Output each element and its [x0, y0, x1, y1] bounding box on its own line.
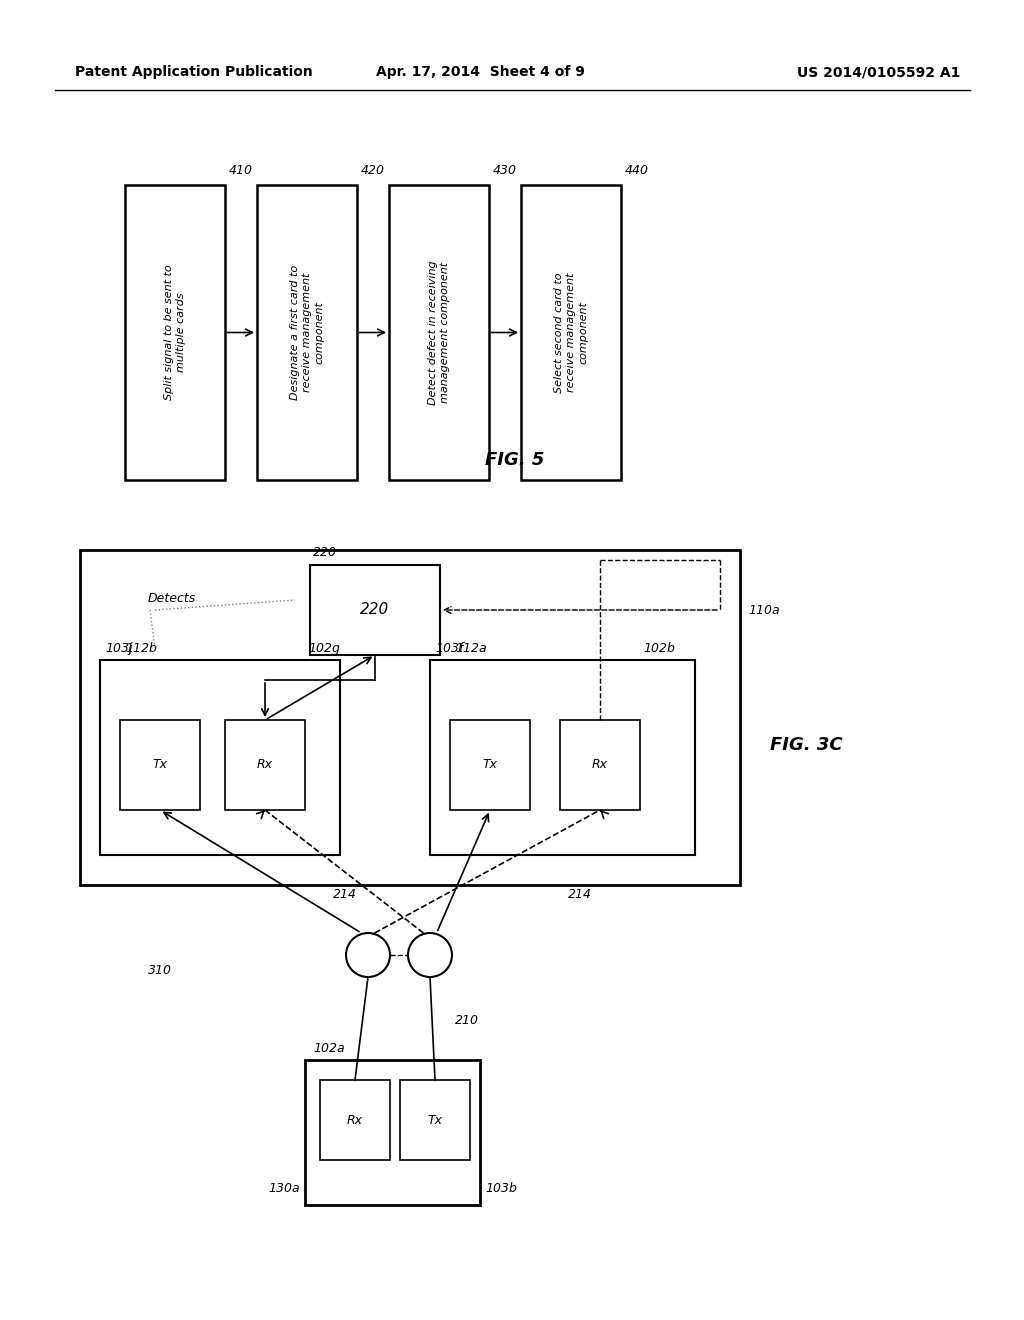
- Text: Split signal to be sent to
multiple cards: Split signal to be sent to multiple card…: [164, 265, 186, 400]
- Text: FIG. 5: FIG. 5: [485, 451, 545, 469]
- Bar: [310, 565, 440, 655]
- Text: Patent Application Publication: Patent Application Publication: [75, 65, 312, 79]
- Text: Detect defect in receiving
management component: Detect defect in receiving management co…: [428, 260, 451, 405]
- Bar: [225, 719, 305, 810]
- Bar: [80, 550, 740, 884]
- Text: 102a: 102a: [313, 1041, 345, 1055]
- Bar: [319, 1080, 390, 1160]
- Text: Detects: Detects: [148, 591, 197, 605]
- Text: Rx: Rx: [257, 759, 273, 771]
- Text: Tx: Tx: [153, 759, 168, 771]
- Bar: [560, 719, 640, 810]
- Text: 220: 220: [360, 602, 389, 618]
- Text: Rx: Rx: [592, 759, 608, 771]
- Bar: [389, 185, 489, 480]
- Text: 112b: 112b: [125, 642, 157, 655]
- Text: 103f: 103f: [435, 642, 464, 655]
- Text: 130a: 130a: [268, 1181, 300, 1195]
- Bar: [400, 1080, 470, 1160]
- Text: 420: 420: [361, 164, 385, 177]
- Text: 214: 214: [333, 888, 357, 902]
- Bar: [125, 185, 225, 480]
- Text: 410: 410: [229, 164, 253, 177]
- Bar: [257, 185, 357, 480]
- Text: Tx: Tx: [427, 1114, 442, 1126]
- Text: 220: 220: [313, 546, 337, 558]
- Bar: [100, 660, 340, 855]
- Text: 310: 310: [148, 964, 172, 977]
- Text: 112a: 112a: [455, 642, 486, 655]
- Text: 102b: 102b: [643, 642, 675, 655]
- Text: FIG. 3C: FIG. 3C: [770, 737, 843, 754]
- Text: 214: 214: [568, 888, 592, 902]
- Text: 210: 210: [455, 1014, 479, 1027]
- Bar: [305, 1060, 480, 1205]
- Text: 430: 430: [493, 164, 517, 177]
- Text: US 2014/0105592 A1: US 2014/0105592 A1: [797, 65, 961, 79]
- Text: Tx: Tx: [482, 759, 498, 771]
- Text: Designate a first card to
receive management
component: Designate a first card to receive manage…: [290, 265, 325, 400]
- Text: Apr. 17, 2014  Sheet 4 of 9: Apr. 17, 2014 Sheet 4 of 9: [376, 65, 585, 79]
- Text: 102g: 102g: [308, 642, 340, 655]
- Text: 103j: 103j: [105, 642, 132, 655]
- Text: 440: 440: [625, 164, 649, 177]
- Bar: [120, 719, 200, 810]
- Bar: [450, 719, 530, 810]
- Text: 110a: 110a: [748, 603, 779, 616]
- Text: 103b: 103b: [485, 1181, 517, 1195]
- Text: Rx: Rx: [347, 1114, 362, 1126]
- Text: Select second card to
receive management
component: Select second card to receive management…: [554, 272, 589, 393]
- Bar: [430, 660, 695, 855]
- Bar: [521, 185, 621, 480]
